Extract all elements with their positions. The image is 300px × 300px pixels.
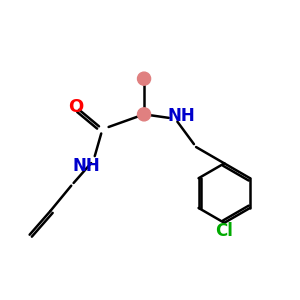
Text: NH: NH	[167, 107, 195, 125]
Circle shape	[137, 108, 151, 121]
Text: NH: NH	[72, 157, 100, 175]
Text: Cl: Cl	[215, 222, 233, 240]
Circle shape	[137, 72, 151, 85]
Text: O: O	[68, 98, 83, 116]
